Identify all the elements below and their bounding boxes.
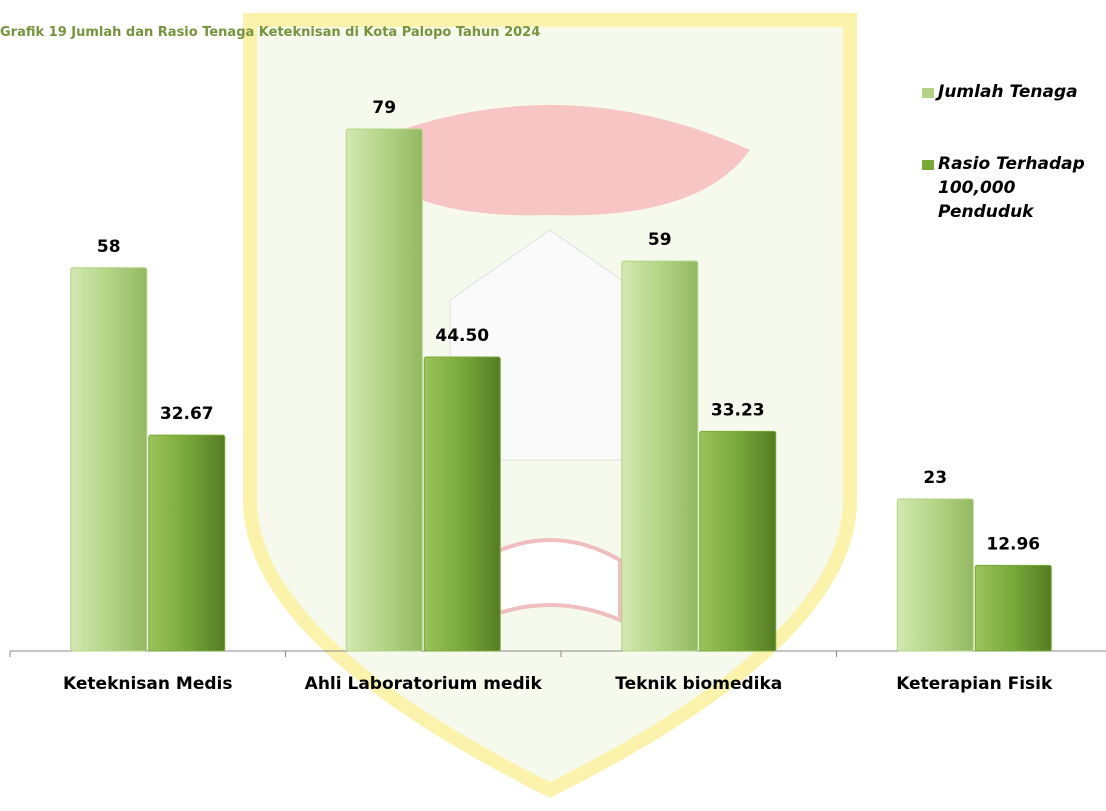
data-label: 59 (648, 230, 672, 250)
chart-title: Grafik 19 Jumlah dan Rasio Tenaga Ketekn… (0, 25, 540, 40)
x-tick-label: Teknik biomedika (615, 674, 782, 694)
legend-item: Rasio Terhadap 100,000 Penduduk (922, 152, 1106, 224)
bar (148, 434, 226, 652)
legend-label: Jumlah Tenaga (938, 82, 1078, 102)
data-label: 32.67 (160, 404, 214, 424)
bar (345, 128, 423, 652)
legend-item: Jumlah Tenaga (922, 80, 1106, 104)
legend: Jumlah Tenaga Rasio Terhadap 100,000 Pend… (922, 80, 1106, 272)
data-label: 23 (923, 468, 947, 488)
bar (974, 564, 1052, 652)
data-label: 58 (97, 237, 121, 257)
legend-label: Rasio Terhadap 100,000 Penduduk (938, 154, 1085, 222)
x-tick-label: Ahli Laboratorium medik (305, 674, 543, 694)
data-label: 44.50 (435, 326, 489, 346)
legend-swatch (922, 160, 934, 170)
bar (621, 260, 699, 652)
x-tick-label: Keterapian Fisik (896, 674, 1053, 694)
data-label: 33.23 (711, 400, 765, 420)
bar (896, 498, 974, 652)
bar (423, 356, 501, 652)
bar (70, 267, 148, 652)
bar (699, 430, 777, 652)
data-label: 79 (372, 98, 396, 118)
data-label: 12.96 (986, 534, 1040, 554)
legend-swatch (922, 88, 934, 98)
x-tick-label: Keteknisan Medis (63, 674, 232, 694)
